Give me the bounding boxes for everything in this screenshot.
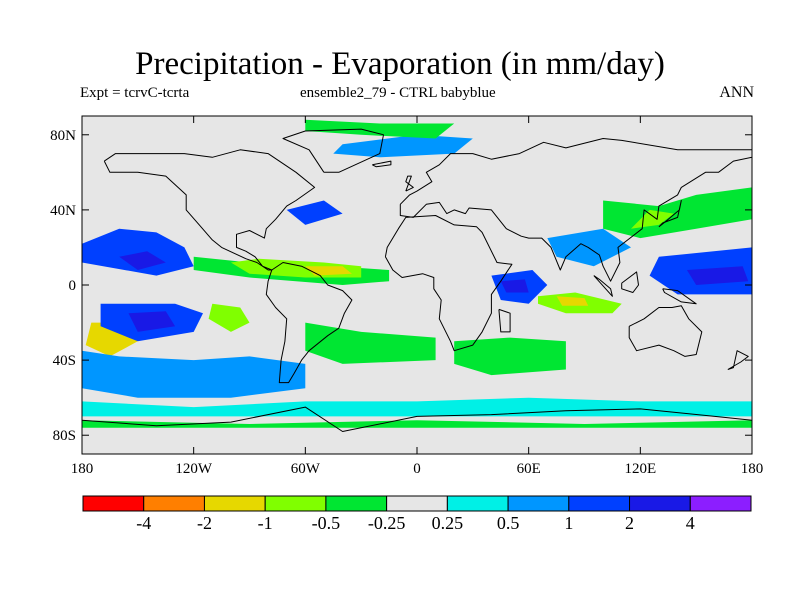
colorbar-swatch-7	[507, 495, 570, 512]
lat-tick-label: 40S	[53, 353, 76, 369]
coastline-5	[282, 128, 384, 173]
contour-region-22	[305, 322, 436, 364]
contour-region-2	[305, 266, 352, 276]
coastline-2	[384, 215, 513, 352]
contour-region-11	[82, 350, 306, 398]
lon-tick-label: 180	[741, 461, 764, 477]
contour-region-10	[128, 311, 176, 332]
colorbar-label-1: -2	[197, 513, 212, 533]
coastline-3	[399, 138, 752, 282]
coastline-10	[593, 275, 613, 297]
colorbar-label-8: 2	[625, 513, 634, 533]
lon-tick-label: 0	[413, 461, 421, 477]
contour-region-15	[500, 279, 529, 293]
colorbar-swatch-1	[143, 495, 205, 512]
colorbar-label-6: 0.5	[497, 513, 520, 533]
coastline-12	[662, 288, 697, 305]
coastline-7	[498, 308, 511, 333]
colorbar-swatch-10	[689, 495, 752, 512]
lat-tick-label: 80N	[50, 128, 76, 144]
coastline-0	[103, 149, 316, 271]
colorbar-swatch-3	[264, 495, 327, 512]
contour-layer	[82, 119, 752, 428]
lat-tick-label: 40N	[50, 203, 76, 219]
colorbar-label-9: 4	[686, 513, 695, 533]
lon-tick-label: 120E	[624, 461, 656, 477]
colorbar-swatch-8	[568, 495, 631, 512]
lon-tick-label: 180	[71, 461, 94, 477]
contour-region-4	[556, 296, 589, 306]
season-label: ANN	[719, 84, 754, 101]
plot-title: Precipitation - Evaporation (in mm/day)	[135, 46, 665, 82]
colorbar-swatch-2	[203, 495, 266, 512]
lon-tick-label: 60E	[517, 461, 541, 477]
colorbar-swatch-6	[446, 495, 509, 512]
coastline-6	[82, 406, 752, 432]
coastline-13	[727, 350, 749, 370]
coastline-8	[405, 175, 414, 192]
lon-tick-label: 120W	[175, 461, 213, 477]
contour-region-23	[454, 337, 566, 376]
ensemble-label: ensemble2_79 - CTRL babyblue	[300, 85, 496, 101]
lon-tick-label: 60W	[291, 461, 321, 477]
coastline-layer	[82, 128, 752, 432]
contour-region-7	[82, 228, 194, 276]
lat-tick-label: 80S	[53, 428, 76, 444]
colorbar-label-3: -0.5	[312, 513, 341, 533]
axis-ticks: 80N 40N 0 40S 80S 180 120W 60W 0 60E 120E 180	[50, 116, 763, 477]
colorbar-label-7: 1	[564, 513, 573, 533]
contour-region-13	[82, 420, 752, 428]
coastline-9	[658, 200, 682, 228]
colorbar-swatch-9	[629, 495, 691, 512]
colorbar-swatch-5	[386, 495, 448, 512]
colorbar-label-0: -4	[136, 513, 151, 533]
colorbar-swatch-4	[325, 495, 388, 512]
experiment-label: Expt = tcrvC-tcrta	[80, 85, 190, 101]
lat-tick-label: 0	[69, 278, 77, 294]
colorbar-swatch-0	[82, 495, 145, 512]
contour-region-21	[305, 119, 455, 139]
colorbar-label-5: 0.25	[432, 513, 464, 533]
contour-region-6	[208, 303, 250, 332]
contour-region-12	[82, 397, 752, 417]
colorbar-label-4: -0.25	[368, 513, 406, 533]
contour-region-25	[286, 200, 343, 225]
coastline-11	[621, 271, 639, 293]
colorbar-label-2: -1	[258, 513, 273, 533]
contour-region-8	[119, 251, 166, 270]
contour-region-19	[631, 209, 674, 229]
colorbar: -4 -2 -1 -0.5 -0.25 0.25 0.5 1 2 4	[82, 495, 752, 533]
contour-region-20	[333, 134, 473, 158]
contour-region-17	[686, 266, 749, 285]
coastline-4	[628, 305, 703, 357]
coastline-14	[372, 160, 392, 168]
coastline-1	[265, 262, 353, 384]
